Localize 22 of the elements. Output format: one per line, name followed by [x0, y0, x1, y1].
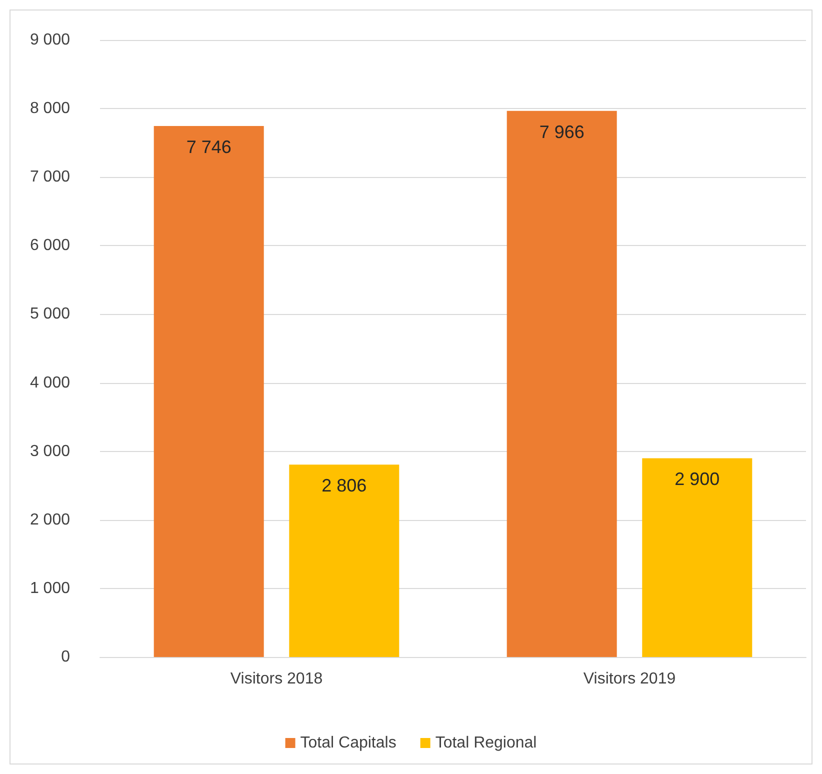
y-tick-label: 8 000: [30, 100, 70, 118]
bar: [154, 126, 264, 657]
bar: [289, 464, 400, 657]
data-label: 7 746: [186, 136, 232, 157]
y-tick-label: 1 000: [30, 580, 70, 597]
y-tick-label: 9 000: [30, 32, 70, 48]
x-tick-label: Visitors 2019: [583, 670, 676, 688]
y-tick-label: 6 000: [30, 237, 70, 254]
y-tick-label: 0: [61, 648, 70, 666]
y-tick-label: 2 000: [30, 511, 70, 528]
x-tick-label: Visitors 2018: [230, 670, 323, 688]
data-label: 7 966: [539, 122, 584, 142]
y-tick-label: 3 000: [30, 442, 70, 460]
legend-label: Total Regional: [435, 734, 537, 752]
data-label: 2 806: [322, 476, 367, 496]
y-tick-label: 4 000: [30, 374, 70, 392]
y-tick-label: 7 000: [30, 168, 70, 186]
bar: [506, 110, 617, 657]
data-label: 2 900: [674, 469, 720, 490]
legend-label: Total Capitals: [300, 734, 396, 752]
bar: [642, 458, 752, 657]
y-tick-label: 5 000: [30, 306, 70, 323]
